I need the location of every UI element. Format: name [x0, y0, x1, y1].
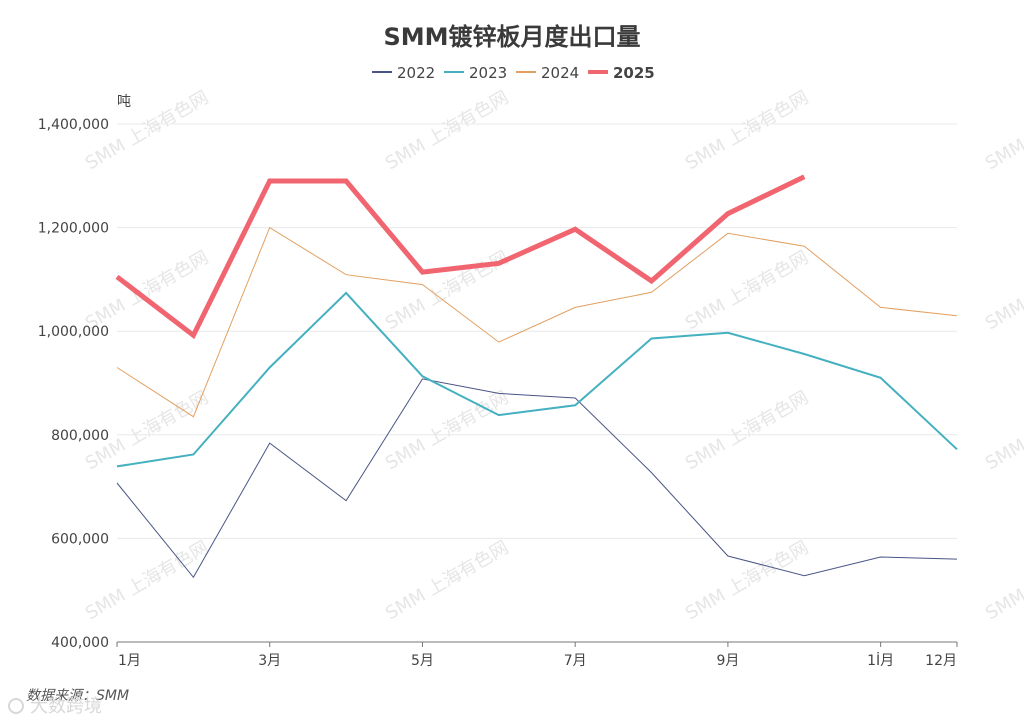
- y-axis-unit: 吨: [117, 94, 131, 110]
- x-tick-label: 1月: [118, 653, 141, 669]
- watermark-text: SMM 上海有色网: [682, 387, 812, 474]
- data-source: 数据来源：SMM: [26, 688, 129, 704]
- watermark-text: SMM 上海有色网: [982, 387, 1024, 474]
- legend-label-2022: 2022: [397, 64, 435, 82]
- gridlines: [117, 123, 957, 539]
- y-tick-label: 1,400,000: [38, 117, 109, 133]
- watermark-text: SMM 上海有色网: [382, 537, 512, 624]
- y-tick-label: 1,000,000: [38, 324, 109, 340]
- chart-title: SMM镀锌板月度出口量: [383, 23, 640, 51]
- x-tick-label: 12月: [925, 653, 957, 669]
- series-line-2024: [116, 226, 958, 418]
- series-layer: [115, 174, 958, 579]
- footer-logo: 大数跨境: [8, 696, 102, 717]
- watermark-text: SMM 上海有色网: [982, 87, 1024, 174]
- watermark-text: SMM 上海有色网: [682, 537, 812, 624]
- x-axis-ticks: 1月 3月 5月 7月 9月 1İ月 12月: [116, 642, 958, 669]
- watermark-layer: SMM 上海有色网 SMM 上海有色网 SMM 上海有色网 SMM 上海有色网 SMM …: [82, 87, 1024, 624]
- legend-label-2023: 2023: [469, 64, 507, 82]
- watermark-text: SMM 上海有色网: [982, 247, 1024, 334]
- y-axis-ticks: 400,000 600,000 800,000 1,000,000 1,200,000 1…: [38, 117, 109, 651]
- footer-logo-text: 大数跨境: [30, 696, 102, 717]
- legend-label-2025: 2025: [613, 64, 655, 82]
- x-tick-label: 7月: [564, 653, 587, 669]
- watermark-text: SMM 上海有色网: [82, 537, 212, 624]
- x-tick-label: 3月: [258, 653, 281, 669]
- watermark-text: SMM 上海有色网: [982, 537, 1024, 624]
- watermark-text: SMM 上海有色网: [382, 247, 512, 334]
- watermark-text: SMM 上海有色网: [682, 87, 812, 174]
- x-tick-label: 9月: [716, 653, 739, 669]
- watermark-text: SMM 上海有色网: [682, 247, 812, 334]
- y-tick-label: 400,000: [51, 635, 109, 651]
- series-line-2023: [116, 291, 958, 468]
- footer-logo-icon: [8, 698, 24, 714]
- watermark-text: SMM 上海有色网: [82, 247, 212, 334]
- series-line-2022: [116, 378, 958, 579]
- y-tick-label: 600,000: [51, 531, 109, 547]
- y-tick-label: 1,200,000: [38, 221, 109, 237]
- legend-label-2024: 2024: [541, 64, 579, 82]
- watermark-text: SMM 上海有色网: [382, 387, 512, 474]
- x-tick-label: 1İ月: [867, 651, 894, 669]
- watermark-text: SMM 上海有色网: [382, 87, 512, 174]
- x-tick-label: 5月: [411, 653, 434, 669]
- legend: 2022 2023 2024 2025: [372, 64, 655, 82]
- y-tick-label: 800,000: [51, 428, 109, 444]
- series-line-2025: [115, 174, 806, 340]
